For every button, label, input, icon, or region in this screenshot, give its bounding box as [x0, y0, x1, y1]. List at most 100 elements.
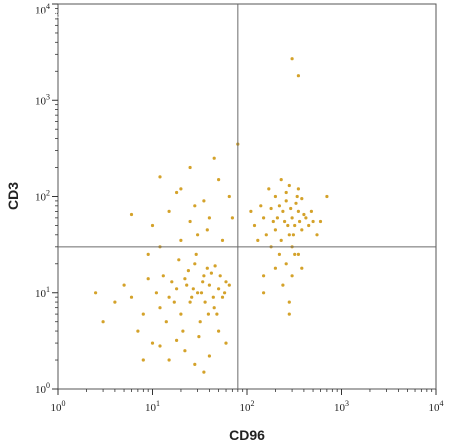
data-point: [207, 283, 211, 287]
data-point: [129, 212, 134, 217]
data-point: [281, 209, 285, 213]
data-point: [213, 264, 217, 268]
data-point: [295, 194, 299, 199]
data-point: [202, 274, 206, 278]
data-point: [167, 209, 171, 213]
data-point: [175, 338, 179, 342]
data-point: [307, 223, 311, 228]
data-point: [284, 262, 288, 266]
data-point: [199, 291, 204, 295]
data-point: [277, 204, 281, 208]
data-point: [267, 187, 271, 191]
data-point: [188, 300, 192, 304]
data-point: [291, 233, 295, 237]
data-point: [136, 329, 140, 333]
data-point: [211, 295, 215, 299]
data-point: [175, 287, 179, 291]
data-point: [177, 258, 181, 262]
data-point: [290, 57, 294, 61]
data-point: [206, 312, 210, 316]
data-point: [296, 74, 300, 78]
data-point: [277, 252, 281, 256]
data-point: [190, 295, 194, 299]
data-point: [286, 223, 290, 228]
data-point: [205, 228, 209, 232]
data-point: [309, 209, 313, 213]
data-point: [158, 344, 162, 348]
data-point: [207, 354, 211, 358]
data-point: [273, 194, 277, 199]
data-point: [252, 223, 257, 228]
data-point: [185, 283, 189, 287]
data-point: [273, 266, 277, 270]
data-point: [191, 287, 195, 291]
data-point: [196, 233, 200, 237]
y-tick-label: 103: [35, 92, 50, 107]
data-point: [179, 238, 183, 242]
data-point: [249, 209, 253, 213]
data-point: [193, 262, 197, 266]
y-axis-title: CD3: [5, 182, 21, 210]
y-tick-label: 102: [35, 189, 50, 204]
data-point: [220, 295, 225, 299]
data-point: [284, 199, 288, 203]
x-tick-label: 101: [145, 399, 160, 414]
data-point: [158, 306, 162, 310]
data-point: [154, 291, 158, 295]
data-point: [284, 190, 288, 195]
data-point: [227, 283, 231, 287]
data-point: [262, 291, 266, 295]
data-point: [205, 266, 209, 270]
data-point: [259, 204, 263, 208]
data-point: [318, 219, 323, 224]
data-point: [296, 209, 300, 213]
data-point: [212, 156, 216, 160]
data-point: [315, 233, 319, 237]
x-axis-title: CD96: [229, 427, 265, 443]
data-point: [146, 277, 150, 281]
data-point: [215, 312, 219, 316]
data-point: [217, 329, 221, 333]
data-point: [164, 320, 168, 324]
x-tick-label: 100: [51, 399, 66, 414]
data-point: [202, 199, 206, 203]
data-point: [122, 283, 126, 287]
data-point: [198, 320, 202, 324]
data-point: [220, 238, 225, 242]
data-point: [279, 178, 283, 182]
data-point: [94, 291, 98, 295]
data-point: [217, 287, 221, 291]
data-point: [283, 219, 287, 224]
data-point: [281, 283, 285, 287]
y-axis-ticks: 100 101 102 103 104: [35, 2, 58, 396]
data-point: [269, 206, 273, 211]
data-points: [94, 57, 329, 374]
data-point: [202, 370, 206, 374]
data-point: [161, 274, 165, 278]
data-point: [167, 295, 171, 299]
data-point: [141, 312, 145, 316]
data-point: [183, 277, 187, 281]
data-point: [167, 358, 171, 362]
data-point: [150, 223, 155, 228]
data-point: [298, 219, 302, 224]
x-axis-ticks: 100 101 102 103 104: [51, 389, 444, 414]
data-point: [188, 219, 192, 224]
data-point: [158, 175, 162, 179]
data-point: [287, 312, 291, 316]
y-tick-label: 100: [35, 381, 50, 396]
data-point: [212, 306, 216, 310]
data-point: [227, 194, 231, 199]
data-point: [275, 216, 279, 220]
data-point: [129, 295, 134, 299]
data-point: [179, 187, 183, 191]
data-point: [183, 349, 187, 353]
data-point: [296, 252, 300, 256]
data-point: [224, 280, 228, 284]
plot-area: [57, 3, 437, 390]
data-point: [170, 280, 174, 284]
data-point: [311, 219, 315, 224]
data-point: [293, 252, 297, 256]
watermark-text: with permission from R&D Systems: [8, 9, 172, 21]
